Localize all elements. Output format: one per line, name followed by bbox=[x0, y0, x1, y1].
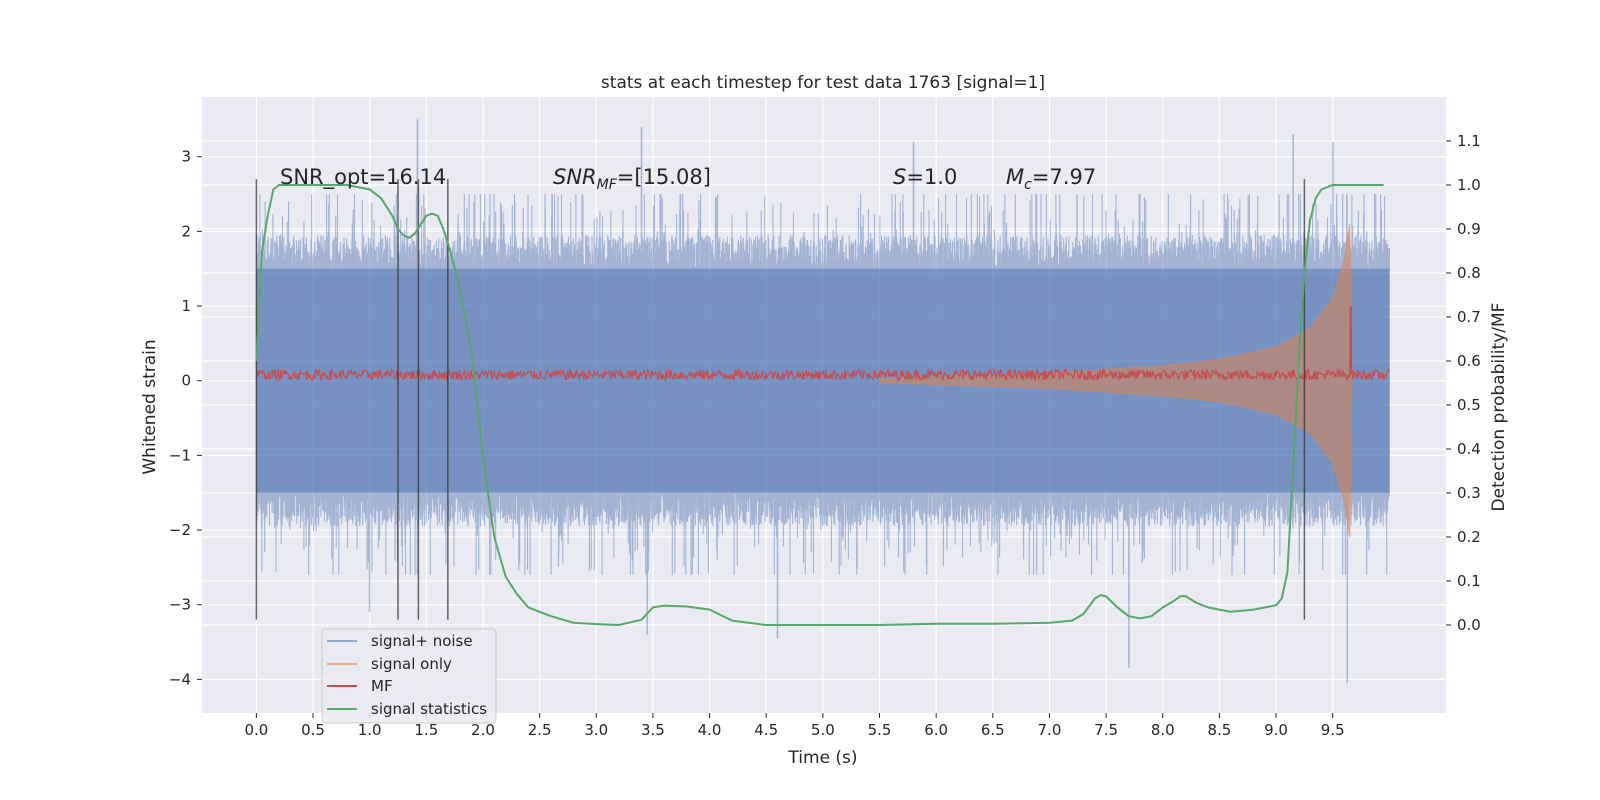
y-axis-right-ticks: 0.0 0.1 0.2 0.3 0.4 0.5 0.6 0.7 0.8 0.9 1.0 1.1 bbox=[1446, 132, 1481, 634]
yright-tick-label-6: 0.6 bbox=[1457, 352, 1481, 370]
x-tick-label-19: 9.5 bbox=[1321, 721, 1345, 739]
yright-tick-label-2: 0.2 bbox=[1457, 528, 1481, 546]
annotation-mc-symbol: M bbox=[1006, 165, 1024, 189]
x-tick-label-15: 7.5 bbox=[1094, 721, 1118, 739]
x-tick-label-5: 2.5 bbox=[528, 721, 552, 739]
yright-tick-label-3: 0.3 bbox=[1457, 484, 1481, 502]
yleft-tick-label-1: −3 bbox=[169, 596, 191, 614]
x-tick-label-11: 5.5 bbox=[868, 721, 892, 739]
x-tick-label-3: 1.5 bbox=[414, 721, 438, 739]
x-tick-label-2: 1.0 bbox=[358, 721, 382, 739]
x-tick-label-13: 6.5 bbox=[981, 721, 1005, 739]
yright-tick-label-9: 0.9 bbox=[1457, 220, 1481, 238]
annotation-mc-sub: c bbox=[1024, 177, 1032, 193]
x-tick-label-10: 5.0 bbox=[811, 721, 835, 739]
x-tick-label-18: 9.0 bbox=[1264, 721, 1288, 739]
chart-title: stats at each timestep for test data 176… bbox=[601, 73, 1045, 93]
yright-tick-label-7: 0.7 bbox=[1457, 308, 1481, 326]
yright-tick-label-5: 0.5 bbox=[1457, 396, 1481, 414]
y-axis-left-label: Whitened strain bbox=[140, 339, 160, 474]
annotation-snr-mf-base: SNR bbox=[553, 165, 597, 189]
x-tick-label-4: 2.0 bbox=[471, 721, 495, 739]
legend-label-signal-statistics: signal statistics bbox=[371, 700, 487, 718]
series-signal-statistics bbox=[255, 184, 1384, 626]
yleft-tick-label-0: −4 bbox=[169, 670, 191, 688]
yleft-tick-label-5: 1 bbox=[181, 297, 191, 315]
annotation-snr-mf-value: =[15.08] bbox=[617, 165, 711, 189]
y-axis-right-label: Detection probability/MF bbox=[1489, 303, 1509, 512]
legend-label-mf: MF bbox=[371, 677, 393, 695]
x-tick-label-1: 0.5 bbox=[301, 721, 325, 739]
yright-tick-label-11: 1.1 bbox=[1457, 132, 1481, 150]
signal-only-envelope bbox=[879, 223, 1353, 538]
legend-label-signal-only: signal only bbox=[371, 655, 452, 673]
x-tick-label-0: 0.0 bbox=[244, 721, 268, 739]
annotation-snr-opt: SNR_opt=16.14 bbox=[280, 165, 446, 190]
yleft-tick-label-3: −1 bbox=[169, 446, 191, 464]
x-axis-label: Time (s) bbox=[787, 748, 857, 768]
y-axis-left-ticks: −4 −3 −2 −1 0 1 2 3 bbox=[169, 148, 202, 688]
annotation-mc-value: =7.97 bbox=[1032, 165, 1096, 189]
annotation-snr-mf: SNRMF=[15.08] bbox=[553, 165, 711, 193]
signal-statistics-line bbox=[255, 184, 1384, 626]
annotation-s-symbol: S bbox=[893, 165, 906, 189]
x-tick-label-14: 7.0 bbox=[1038, 721, 1062, 739]
x-tick-label-17: 8.5 bbox=[1207, 721, 1231, 739]
yleft-tick-label-2: −2 bbox=[169, 521, 191, 539]
yleft-tick-label-7: 3 bbox=[181, 148, 191, 166]
annotation-mc: Mc=7.97 bbox=[1006, 165, 1096, 193]
legend-label-signal-noise: signal+ noise bbox=[371, 632, 473, 650]
yright-tick-label-10: 1.0 bbox=[1457, 176, 1481, 194]
yright-tick-label-4: 0.4 bbox=[1457, 440, 1481, 458]
mf-trace bbox=[256, 306, 1390, 383]
annotation-s: S=1.0 bbox=[893, 165, 957, 189]
x-tick-label-9: 4.5 bbox=[754, 721, 778, 739]
series-mf bbox=[256, 306, 1390, 383]
legend: signal+ noise signal only MF signal stat… bbox=[321, 628, 497, 724]
x-tick-label-8: 4.0 bbox=[698, 721, 722, 739]
legend-frame bbox=[321, 628, 497, 724]
yright-tick-label-0: 0.0 bbox=[1457, 616, 1481, 634]
x-tick-label-16: 8.0 bbox=[1151, 721, 1175, 739]
yleft-tick-label-6: 2 bbox=[181, 222, 191, 240]
vertical-markers bbox=[255, 179, 1306, 620]
x-tick-label-12: 6.0 bbox=[924, 721, 948, 739]
series-signal-only bbox=[879, 223, 1353, 538]
x-axis-ticks: 0.0 0.5 1.0 1.5 2.0 2.5 3.0 3.5 4.0 4.5 5.0 5.5 6.0 6… bbox=[244, 713, 1345, 739]
x-tick-label-6: 3.0 bbox=[584, 721, 608, 739]
annotation-s-value: =1.0 bbox=[906, 165, 957, 189]
yright-tick-label-8: 0.8 bbox=[1457, 264, 1481, 282]
yleft-tick-label-4: 0 bbox=[181, 372, 191, 390]
annotation-snr-mf-sub: MF bbox=[597, 177, 618, 193]
x-tick-label-7: 3.5 bbox=[641, 721, 665, 739]
yright-tick-label-1: 0.1 bbox=[1457, 572, 1481, 590]
